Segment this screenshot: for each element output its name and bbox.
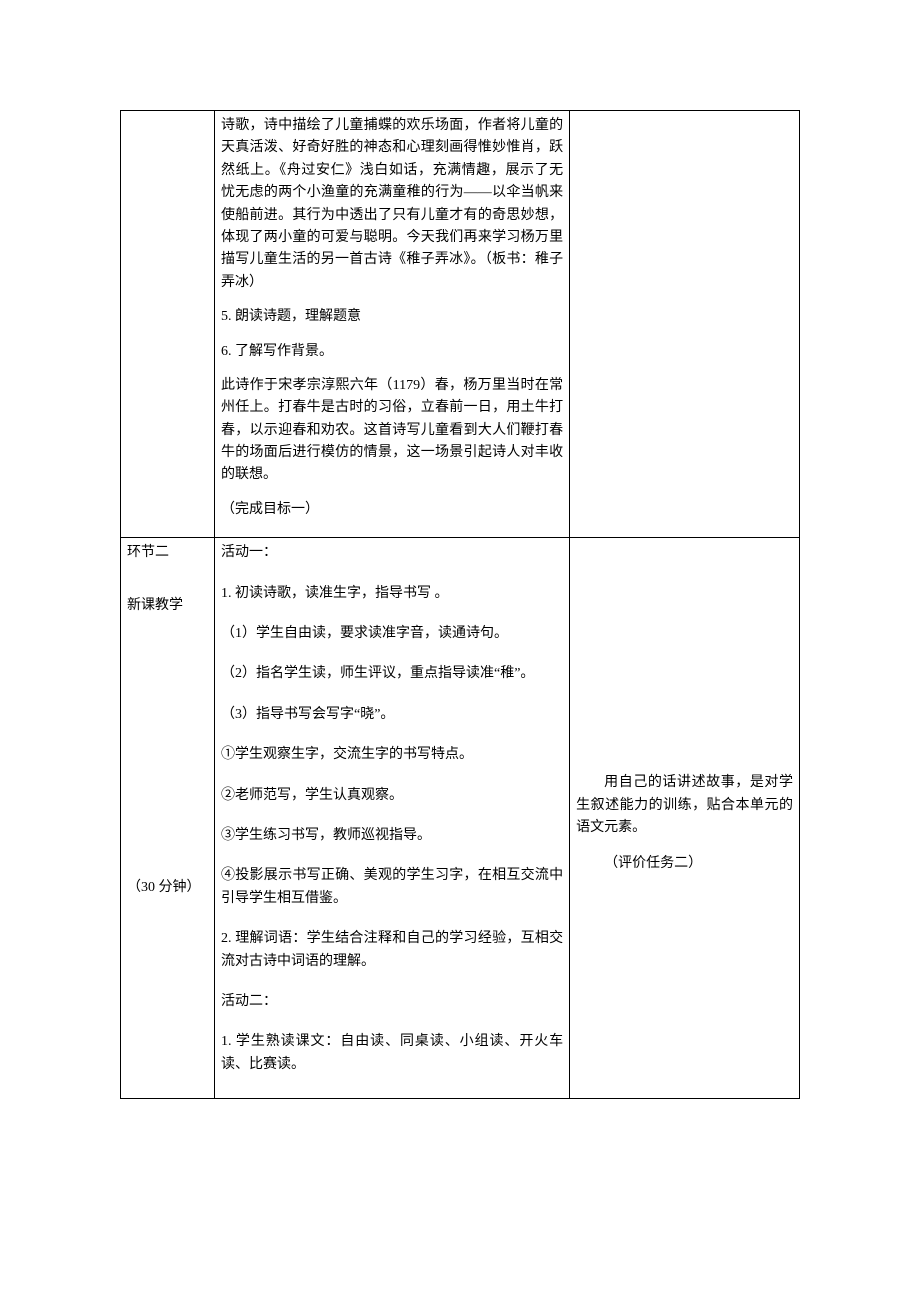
- row2-mid-m7: ③学生练习书写，教师巡视指导。: [221, 825, 563, 847]
- section-duration: （30 分钟）: [127, 877, 208, 899]
- row2-mid-m6: ②老师范写，学生认真观察。: [221, 785, 563, 807]
- row1-mid-p3: 6. 了解写作背景。: [221, 341, 563, 363]
- row2-right-block: 用自己的话讲述故事，是对学生叙述能力的训练，贴合本单元的语文元素。 （评价任务二…: [576, 542, 793, 876]
- table-row: 诗歌，诗中描绘了儿童捕蝶的欢乐场面，作者将儿童的天真活泼、好奇好胜的神态和心理刻…: [121, 111, 800, 538]
- row2-right-r1: 用自己的话讲述故事，是对学生叙述能力的训练，贴合本单元的语文元素。: [576, 772, 793, 839]
- row2-mid-m5: ①学生观察生字，交流生字的书写特点。: [221, 744, 563, 766]
- row1-mid-p5: （完成目标一）: [221, 499, 563, 521]
- row1-right-cell: [570, 111, 800, 538]
- row2-mid-m10: 1. 学生熟读课文：自由读、同桌读、小组读、开火车读、比赛读。: [221, 1031, 563, 1076]
- lesson-table: 诗歌，诗中描绘了儿童捕蝶的欢乐场面，作者将儿童的天真活泼、好奇好胜的神态和心理刻…: [120, 110, 800, 1099]
- row2-mid-m1: 1. 初读诗歌，读准生字，指导书写 。: [221, 583, 563, 605]
- row2-mid-m8: ④投影展示书写正确、美观的学生习字，在相互交流中引导学生相互借鉴。: [221, 865, 563, 910]
- row1-mid-cell: 诗歌，诗中描绘了儿童捕蝶的欢乐场面，作者将儿童的天真活泼、好奇好胜的神态和心理刻…: [215, 111, 570, 538]
- row1-left-cell: [121, 111, 215, 538]
- row2-right-r2: （评价任务二）: [576, 853, 793, 875]
- row2-mid-cell: 活动一： 1. 初读诗歌，读准生字，指导书写 。 （1）学生自由读，要求读准字音…: [215, 538, 570, 1099]
- row2-mid-m9: 2. 理解词语：学生结合注释和自己的学习经验，互相交流对古诗中词语的理解。: [221, 928, 563, 973]
- table-row: 环节二 新课教学 （30 分钟） 活动一： 1. 初读诗歌，读准生字，指导书写 …: [121, 538, 800, 1099]
- row2-left-cell: 环节二 新课教学 （30 分钟）: [121, 538, 215, 1099]
- row2-mid-m4: （3）指导书写会写字“晓”。: [221, 704, 563, 726]
- section-sublabel: 新课教学: [127, 595, 208, 617]
- row1-mid-p4: 此诗作于宋孝宗淳熙六年（1179）春，杨万里当时在常州任上。打春牛是古时的习俗，…: [221, 375, 563, 487]
- row1-mid-p2: 5. 朗读诗题，理解题意: [221, 306, 563, 328]
- row2-mid-m2: （1）学生自由读，要求读准字音，读通诗句。: [221, 623, 563, 645]
- activity2-label: 活动二：: [221, 991, 563, 1013]
- page: 诗歌，诗中描绘了儿童捕蝶的欢乐场面，作者将儿童的天真活泼、好奇好胜的神态和心理刻…: [0, 0, 920, 1302]
- activity1-label: 活动一：: [221, 542, 563, 564]
- row2-mid-m3: （2）指名学生读，师生评议，重点指导读准“稚”。: [221, 663, 563, 685]
- row1-mid-p1: 诗歌，诗中描绘了儿童捕蝶的欢乐场面，作者将儿童的天真活泼、好奇好胜的神态和心理刻…: [221, 115, 563, 294]
- section-label: 环节二: [127, 542, 208, 564]
- row2-right-cell: 用自己的话讲述故事，是对学生叙述能力的训练，贴合本单元的语文元素。 （评价任务二…: [570, 538, 800, 1099]
- row2-left-block: 环节二 新课教学 （30 分钟）: [127, 542, 208, 899]
